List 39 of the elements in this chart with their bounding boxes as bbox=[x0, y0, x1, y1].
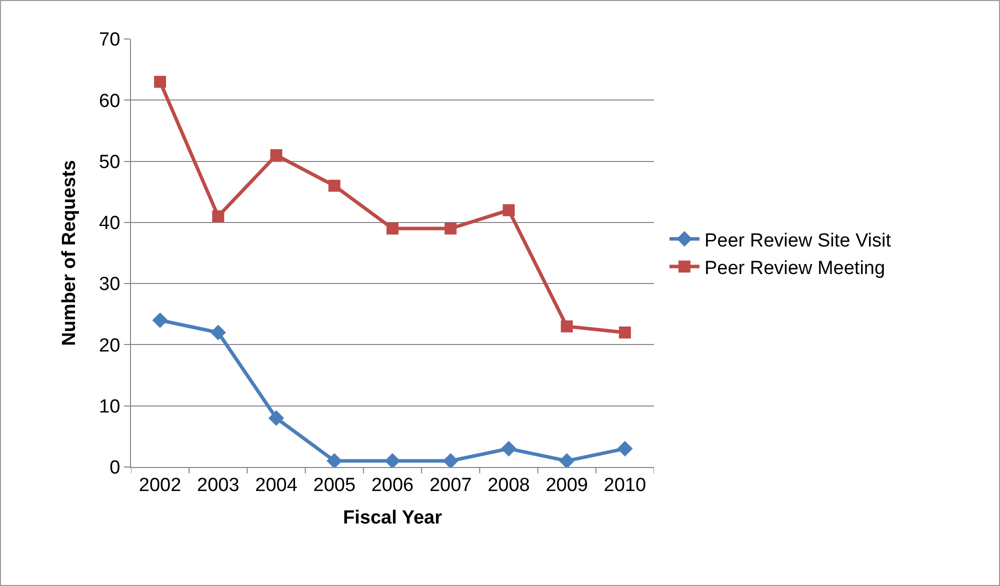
point bbox=[326, 453, 342, 467]
x-tick-label: 2009 bbox=[546, 474, 588, 496]
point bbox=[444, 222, 457, 235]
point bbox=[328, 180, 340, 192]
y-tick-label: 60 bbox=[99, 90, 120, 112]
y-tick-label: 70 bbox=[99, 30, 120, 51]
y-axis-title: Number of Requests bbox=[58, 160, 80, 346]
point bbox=[386, 222, 398, 235]
x-tick-label: 2010 bbox=[604, 474, 646, 496]
y-tick-label: 30 bbox=[99, 274, 120, 296]
legend-label: Peer Review Site Visit bbox=[704, 230, 892, 252]
legend-label: Peer Review Meeting bbox=[704, 258, 886, 279]
x-tick-label: 2002 bbox=[138, 474, 182, 496]
point bbox=[268, 410, 284, 426]
point bbox=[154, 76, 166, 88]
point bbox=[442, 453, 458, 467]
point bbox=[210, 324, 226, 340]
point bbox=[384, 453, 400, 467]
point bbox=[617, 440, 633, 456]
point bbox=[270, 149, 282, 162]
x-tick-label: 2008 bbox=[488, 474, 530, 496]
y-tick-label: 20 bbox=[99, 335, 120, 356]
y-tick-label: 10 bbox=[99, 396, 120, 418]
point bbox=[500, 440, 517, 456]
point bbox=[152, 312, 168, 328]
y-tick-label: 0 bbox=[110, 458, 120, 479]
point bbox=[559, 453, 575, 467]
point bbox=[502, 204, 515, 216]
point bbox=[212, 210, 224, 222]
x-tick-label: 2004 bbox=[255, 474, 298, 496]
x-tick-label: 2007 bbox=[429, 474, 472, 496]
point bbox=[618, 326, 631, 338]
x-tick-label: 2005 bbox=[313, 474, 356, 496]
x-tick-label: 2003 bbox=[197, 474, 240, 496]
x-tick-label: 2006 bbox=[371, 474, 414, 496]
point bbox=[560, 320, 573, 332]
y-tick-label: 40 bbox=[99, 213, 120, 234]
x-axis-title: Fiscal Year bbox=[343, 508, 443, 529]
y-tick-label: 50 bbox=[99, 152, 120, 173]
